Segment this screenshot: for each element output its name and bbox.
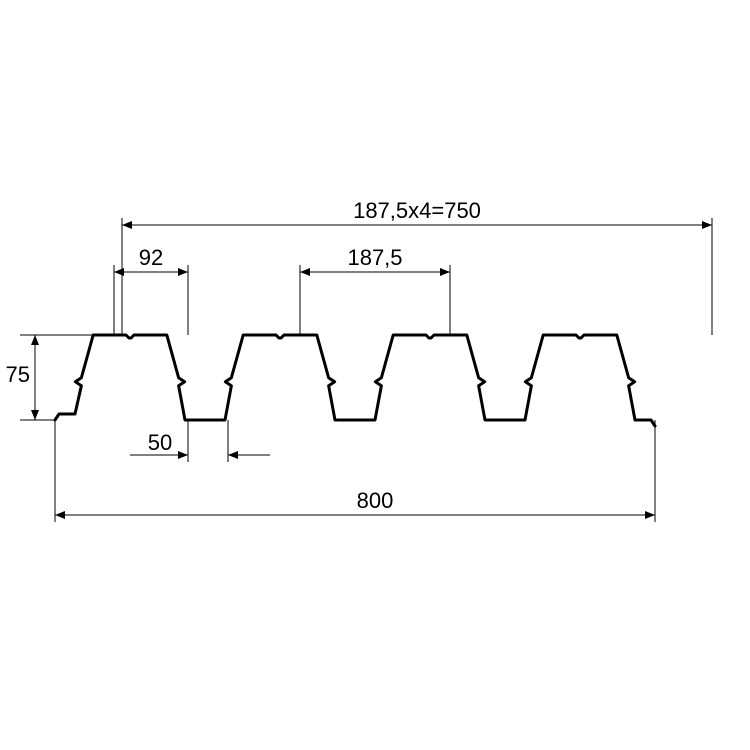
sheet-profile: [55, 335, 655, 426]
label-pitch: 187,5: [347, 245, 402, 270]
label-height: 75: [6, 362, 30, 387]
label-top-flat: 92: [139, 245, 163, 270]
label-total-width: 800: [357, 488, 394, 513]
label-bottom-flat: 50: [148, 430, 172, 455]
engineering-drawing: 187,5x4=750 92 187,5 75 50 800: [0, 0, 750, 750]
label-overall-pitch: 187,5x4=750: [353, 198, 481, 223]
dimension-lines: 187,5x4=750 92 187,5 75 50 800: [6, 198, 712, 522]
